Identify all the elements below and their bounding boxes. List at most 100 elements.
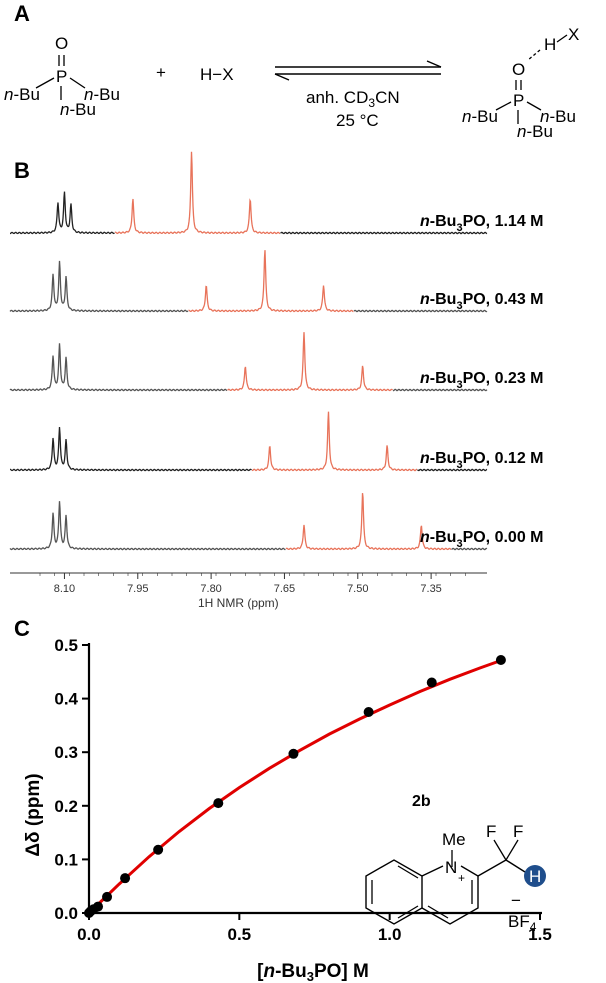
pyridinium-ring (421, 865, 479, 925)
x-axis-label: [n-Bu3PO] M (257, 961, 369, 983)
trace-1-left (9, 260, 189, 313)
data-point-11 (495, 655, 506, 666)
data-point-4 (102, 891, 113, 902)
data-point-7 (213, 798, 224, 809)
trace-3-right (417, 468, 488, 472)
nmr-concentration-labels: n-Bu3PO, 1.14 M n-Bu3PO, 0.43 M n-Bu3PO, 0… (420, 213, 543, 550)
compound-2b-structure: 2b Me N + F F H − BF4 (365, 793, 546, 934)
panel-b: B n-Bu3PO, 1.14 Mn-Bu3PO, 0.43 Mn-Bu3PO,… (9, 151, 543, 610)
nmr-tick-label-1: 7.95 (127, 583, 148, 595)
trace-4-right (451, 547, 488, 551)
x-tick-label-3: 1.5 (528, 925, 552, 944)
product-phosphorus: P (513, 91, 524, 110)
x-tick-label-2: 1.0 (378, 925, 402, 944)
nitrogen-atom: N (445, 858, 457, 877)
trace-3-left (10, 426, 252, 472)
trace-label-3: n-Bu3PO, 0.12 M (420, 450, 543, 471)
product-hydrogen: H (544, 35, 556, 54)
trace-4-left (9, 501, 286, 551)
methyl-group: Me (442, 830, 466, 849)
data-points (84, 655, 506, 918)
nmr-tick-label-5: 7.35 (420, 583, 441, 595)
reactant-oxygen: O (55, 34, 68, 53)
y-tick-label-1: 0.1 (54, 850, 78, 869)
highlighted-hydrogen-circle (524, 865, 546, 887)
ch-bond (505, 859, 526, 873)
y-tick-label-3: 0.3 (54, 743, 78, 762)
product-bond-left (495, 101, 512, 111)
product-halide: X (568, 25, 579, 44)
product-bond-right (526, 101, 542, 111)
reactant-phosphorus: P (56, 67, 67, 86)
reactant-nbu-right: n-Bu (84, 85, 120, 104)
y-tick-label-4: 0.4 (54, 690, 78, 709)
nmr-tick-label-2: 7.80 (200, 583, 221, 595)
tetrafluoroborate-charge: − (511, 891, 521, 910)
panel-b-label: B (14, 158, 30, 183)
trace-0-left (10, 191, 115, 235)
product-nbu-bottom: n-Bu (517, 122, 553, 141)
data-point-9 (363, 707, 374, 717)
data-point-6 (153, 844, 164, 855)
y-tick-label-5: 0.5 (54, 636, 78, 655)
tetrafluoroborate: BF4 (508, 912, 537, 934)
nmr-ticks: 8.10 7.95 7.80 7.65 7.50 7.35 (39, 573, 466, 595)
trace-2-right (392, 388, 488, 392)
product-hx-bond (556, 34, 568, 43)
trace-2-left (9, 343, 228, 392)
reactant-bond-left (35, 77, 55, 89)
plus-sign: + (156, 63, 166, 82)
nmr-tick-label-4: 7.50 (347, 583, 368, 595)
reverse-arrow-head (274, 73, 290, 81)
positive-charge: + (458, 871, 465, 885)
product-hydrogen-bond (527, 49, 541, 61)
product-complex-structure: X H O P n-Bu n-Bu n-Bu (462, 25, 579, 141)
trace-label-0: n-Bu3PO, 1.14 M (420, 213, 543, 234)
f2-bond (505, 839, 519, 861)
data-point-3 (93, 901, 104, 912)
product-nbu-right: n-Bu (540, 107, 576, 126)
plot-axes: 0.0 0.1 0.2 0.3 0.4 0.5 0.0 0.5 1.0 1.5 (54, 636, 551, 944)
trace-4-signal (285, 493, 452, 551)
tributylphosphine-oxide-structure: O P n-Bu n-Bu n-Bu (4, 34, 120, 119)
x-tick-label-1: 0.5 (228, 925, 252, 944)
fluorine-1: F (486, 822, 496, 841)
cf2-bond (477, 859, 507, 877)
nmr-spectra (9, 151, 488, 551)
nmr-tick-label-0: 8.10 (54, 583, 75, 595)
y-axis-label: Δδ (ppm) (23, 773, 44, 856)
trace-3-signal (251, 411, 417, 472)
data-point-8 (288, 748, 299, 759)
compound-label: 2b (412, 793, 431, 810)
panel-c: C 0.0 0.1 0.2 0.3 0.4 0.5 0.0 0.5 1.0 1.5 Δδ (ppm… (14, 616, 552, 983)
data-point-5 (120, 873, 131, 884)
trace-label-2: n-Bu3PO, 0.23 M (420, 370, 543, 391)
conditions-temperature: 25 °C (336, 111, 379, 130)
benzo-double-2 (397, 865, 419, 879)
benzo-ring (365, 859, 423, 925)
equilibrium-arrows (274, 60, 442, 81)
reactant-bond-right (69, 77, 86, 89)
trace-label-4: n-Bu3PO, 0.00 M (420, 529, 543, 550)
fluorine-2: F (513, 822, 523, 841)
x-tick-label-0: 0.0 (77, 925, 101, 944)
data-point-10 (426, 677, 437, 688)
trace-0-signal (114, 151, 281, 235)
nmr-tick-label-3: 7.65 (274, 583, 295, 595)
panel-c-label: C (14, 616, 30, 641)
panel-a-label: A (14, 1, 30, 26)
nmr-x-axis-label: 1H NMR (ppm) (198, 596, 279, 610)
product-nbu-left: n-Bu (462, 107, 498, 126)
conditions-solvent: anh. CD3CN (306, 88, 400, 110)
trace-1-signal (188, 250, 354, 313)
trace-label-1: n-Bu3PO, 0.43 M (420, 291, 543, 312)
reactant-nbu-left: n-Bu (4, 85, 40, 104)
forward-arrow-head (426, 60, 442, 68)
benzo-double-3 (397, 905, 419, 919)
pyridinium-double-2 (427, 905, 449, 919)
hx-reagent: H−X (200, 65, 234, 84)
panel-a: A O P n-Bu n-Bu n-Bu + H−X anh. CD3CN 25… (4, 1, 579, 141)
reactant-nbu-bottom: n-Bu (60, 100, 96, 119)
y-tick-label-0: 0.0 (54, 904, 78, 923)
